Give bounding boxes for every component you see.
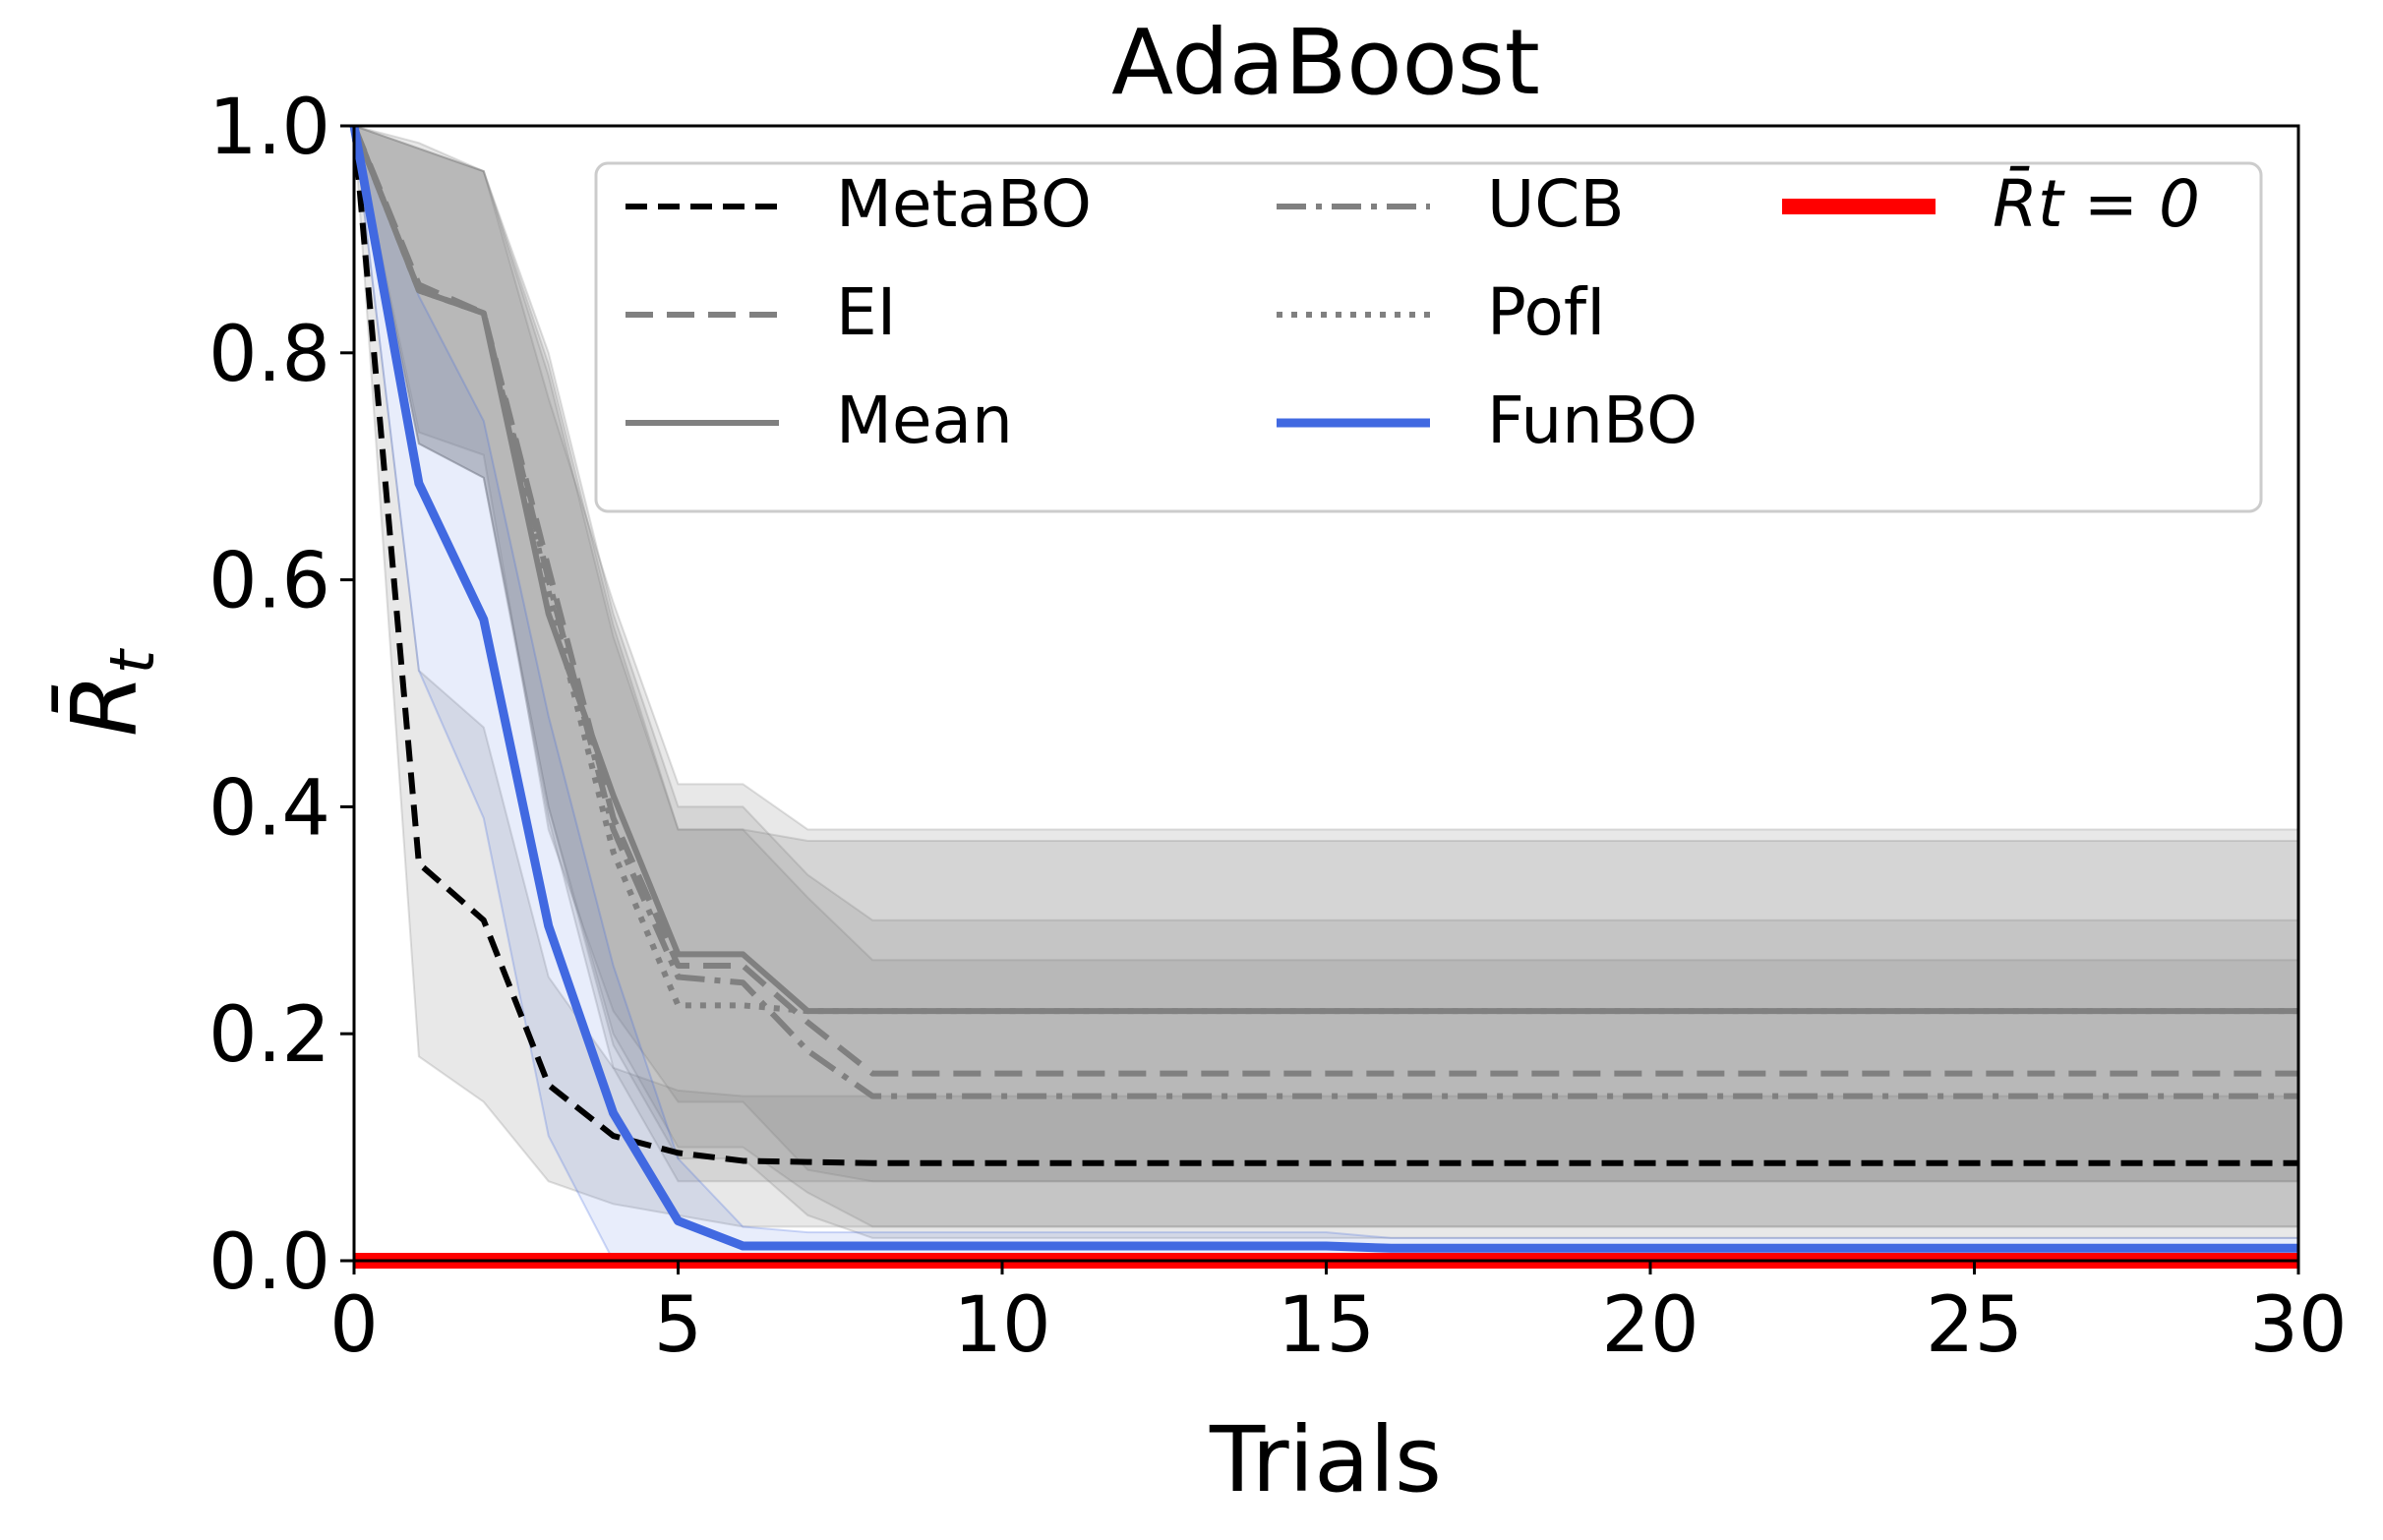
legend: MetaBO EI Mean UCB PofI FunBO R̄t = 0: [594, 161, 2263, 513]
x-axis-title: Trials: [1209, 1407, 1442, 1512]
y-tick-label: 0.0: [209, 1218, 330, 1307]
x-tick-label: 30: [2249, 1281, 2347, 1370]
legend-label-pofi: PofI: [1487, 274, 1606, 350]
y-axis-title-subscript: t: [96, 647, 168, 674]
legend-label-metabo: MetaBO: [836, 166, 1092, 242]
axis-ticks: 0 5 10 15 20 25 30 0.0 0.2 0.4 0.6 0.8 1.0: [209, 84, 2348, 1370]
confidence-bands: [352, 124, 2299, 1262]
y-tick-label: 0.8: [209, 311, 330, 399]
line-metabo: [351, 125, 2298, 1166]
line-pofi: [351, 124, 2298, 1015]
legend-label-funbo: FunBO: [1487, 383, 1698, 458]
x-tick-label: 25: [1926, 1281, 2023, 1370]
y-tick-label: 0.2: [209, 991, 330, 1080]
x-tick-label: 5: [654, 1281, 703, 1370]
y-tick-label: 0.4: [209, 764, 330, 853]
y-tick-label: 0.6: [209, 538, 330, 626]
y-tick-label: 1.0: [209, 84, 330, 172]
x-tick-label: 0: [329, 1281, 379, 1370]
legend-label-r-t-0: R̄t = 0: [1993, 166, 2200, 242]
legend-label-mean: Mean: [836, 383, 1013, 458]
legend-label-ei: EI: [836, 274, 896, 350]
x-tick-label: 10: [953, 1281, 1050, 1370]
y-axis-title: R̄t: [51, 647, 168, 737]
x-tick-label: 20: [1601, 1281, 1698, 1370]
x-tick-label: 15: [1278, 1281, 1375, 1370]
y-axis-title-main: R̄: [51, 674, 157, 737]
line-funbo: [349, 125, 2298, 1253]
legend-box: [594, 161, 2263, 513]
legend-label-ucb: UCB: [1487, 166, 1625, 242]
chart-title: AdaBoost: [1111, 10, 1540, 115]
